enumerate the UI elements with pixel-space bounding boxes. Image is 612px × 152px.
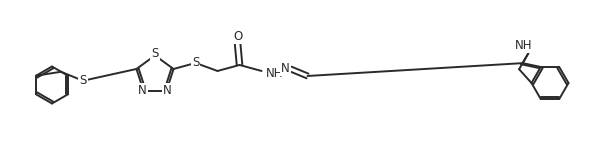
- Text: NH: NH: [266, 67, 283, 80]
- Text: N: N: [138, 84, 147, 97]
- Text: S: S: [151, 47, 159, 60]
- Text: O: O: [233, 30, 242, 43]
- Text: N: N: [281, 62, 290, 76]
- Text: NH: NH: [515, 39, 532, 52]
- Text: N: N: [163, 84, 172, 97]
- Text: S: S: [80, 74, 87, 87]
- Text: S: S: [192, 57, 200, 69]
